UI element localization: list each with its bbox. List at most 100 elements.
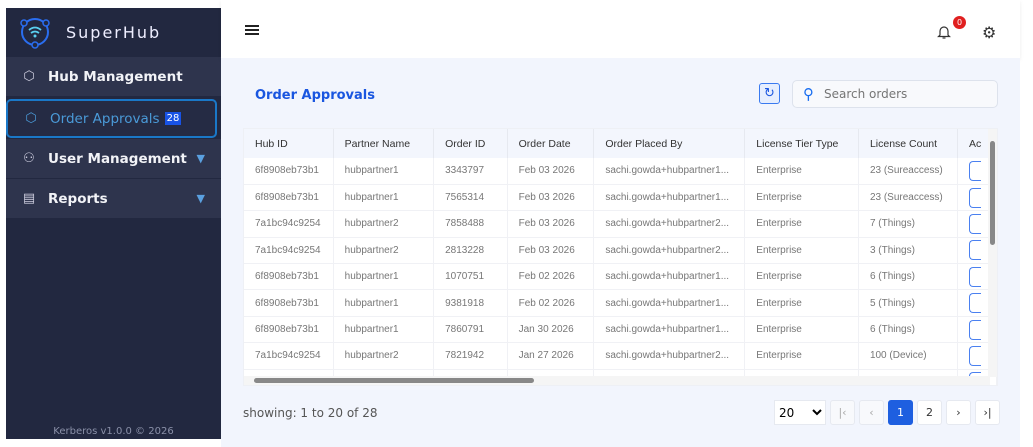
action-button[interactable]: [968, 345, 981, 366]
table-cell: 7860791: [433, 316, 508, 344]
sidebar-item-user-management[interactable]: ⚇ User Management ▼: [6, 139, 221, 178]
table-cell: sachi.gowda+hubpartner1...: [593, 289, 746, 317]
table-cell: Jan 27 2026: [507, 342, 595, 370]
table-cell: Feb 02 2026: [507, 289, 595, 317]
cube-clock-icon: ⬡: [25, 111, 37, 126]
table-cell: hubpartner1: [333, 289, 435, 317]
action-button[interactable]: [968, 266, 981, 287]
sidebar-item-label: Reports: [48, 190, 108, 207]
users-gear-icon: ⚇: [23, 151, 35, 166]
table-cell: Feb 02 2026: [507, 263, 595, 291]
table-cell: hubpartner1: [333, 184, 435, 212]
column-header[interactable]: License Count: [858, 129, 958, 158]
table-cell: Enterprise: [744, 184, 859, 212]
table-cell: 7a1bc94c9254: [244, 237, 334, 265]
prev-page-button[interactable]: ‹: [859, 400, 884, 425]
table-cell: 7a1bc94c9254: [244, 210, 334, 238]
table-cell: sachi.gowda+hubpartner1...: [593, 316, 746, 344]
search-box[interactable]: ⚲: [792, 80, 998, 108]
horizontal-scrollbar[interactable]: [244, 376, 990, 385]
refresh-button[interactable]: ↻: [759, 83, 780, 104]
sidebar-item-hub-management[interactable]: ⬡ Hub Management: [6, 57, 221, 96]
orders-table: Hub ID Partner Name Order ID Order Date Orde…: [244, 129, 997, 385]
table-cell: hubpartner1: [333, 316, 435, 344]
column-header[interactable]: License Tier Type: [744, 129, 859, 158]
table-cell: 6 (Things): [858, 316, 958, 344]
table-cell: sachi.gowda+hubpartner2...: [593, 342, 746, 370]
table-cell: 5 (Things): [858, 289, 958, 317]
column-header[interactable]: Order Placed By: [593, 129, 746, 158]
hamburger-menu-icon[interactable]: [245, 25, 259, 35]
next-page-button[interactable]: ›: [946, 400, 971, 425]
table-cell: sachi.gowda+hubpartner2...: [593, 210, 746, 238]
table-cell: sachi.gowda+hubpartner1...: [593, 184, 746, 212]
table-cell: Feb 03 2026: [507, 237, 595, 265]
page-button-1[interactable]: 1: [888, 400, 913, 425]
action-button[interactable]: [968, 240, 981, 261]
chevron-down-icon: ▼: [196, 152, 205, 165]
app-name: SuperHub: [66, 22, 162, 42]
table-cell: 2813228: [433, 237, 508, 265]
table-cell: hubpartner1: [333, 158, 435, 185]
table-cell: sachi.gowda+hubpartner1...: [593, 158, 746, 185]
table-cell: 3343797: [433, 158, 508, 185]
table-row[interactable]: 7a1bc94c9254 hubpartner2 7858488 Feb 03 202…: [244, 210, 997, 238]
refresh-icon: ↻: [764, 86, 775, 101]
wifi-hub-logo-icon: [20, 18, 50, 49]
bell-icon[interactable]: [937, 24, 951, 40]
table-row[interactable]: 6f8908eb73b1 hubpartner1 7565314 Feb 03 202…: [244, 184, 997, 212]
action-button[interactable]: [968, 213, 981, 234]
top-header: 0 ⚙: [221, 0, 1020, 58]
table-cell: Enterprise: [744, 210, 859, 238]
table-cell: 6f8908eb73b1: [244, 184, 334, 212]
table-row[interactable]: 7a1bc94c9254 hubpartner2 2813228 Feb 03 202…: [244, 237, 997, 265]
notification-badge: 0: [953, 16, 966, 29]
page-size-select[interactable]: 20: [774, 400, 826, 425]
table-cell: Enterprise: [744, 316, 859, 344]
table-cell: 7 (Things): [858, 210, 958, 238]
action-button[interactable]: [968, 293, 981, 314]
table-cell: 6f8908eb73b1: [244, 263, 334, 291]
table-row[interactable]: 6f8908eb73b1 hubpartner1 3343797 Feb 03 202…: [244, 158, 997, 185]
table-cell: 9381918: [433, 289, 508, 317]
sidebar-item-label: Hub Management: [48, 68, 183, 85]
gear-icon[interactable]: ⚙: [982, 23, 997, 42]
sidebar-item-reports[interactable]: ▤ Reports ▼: [6, 179, 221, 218]
table-cell: 1070751: [433, 263, 508, 291]
table-row[interactable]: 6f8908eb73b1 hubpartner1 9381918 Feb 02 202…: [244, 289, 997, 317]
table-cell: Enterprise: [744, 342, 859, 370]
table-cell: Feb 03 2026: [507, 158, 595, 185]
action-button[interactable]: [968, 319, 981, 340]
search-input[interactable]: [824, 87, 974, 101]
column-header[interactable]: Partner Name: [333, 129, 435, 158]
last-page-button[interactable]: ›|: [975, 400, 1000, 425]
table-cell: 7565314: [433, 184, 508, 212]
first-page-button[interactable]: |‹: [830, 400, 855, 425]
action-button[interactable]: [968, 160, 981, 181]
vertical-scrollbar[interactable]: [988, 129, 997, 377]
action-button[interactable]: [968, 187, 981, 208]
page-title: Order Approvals: [255, 88, 375, 103]
table-cell: 6f8908eb73b1: [244, 289, 334, 317]
table-cell: hubpartner1: [333, 263, 435, 291]
table-row[interactable]: 6f8908eb73b1 hubpartner1 1070751 Feb 02 202…: [244, 263, 997, 291]
table-cell: 100 (Device): [858, 342, 958, 370]
report-icon: ▤: [22, 191, 36, 206]
column-header[interactable]: Order ID: [433, 129, 508, 158]
column-header[interactable]: Hub ID: [244, 129, 334, 158]
table-cell: 3 (Things): [858, 237, 958, 265]
page-button-2[interactable]: 2: [917, 400, 942, 425]
table-cell: 7821942: [433, 342, 508, 370]
sidebar-item-order-approvals[interactable]: ⬡ Order Approvals 28: [6, 99, 217, 138]
table-cell: 7a1bc94c9254: [244, 342, 334, 370]
table-cell: hubpartner2: [333, 342, 435, 370]
table-row[interactable]: 7a1bc94c9254 hubpartner2 7821942 Jan 27 202…: [244, 342, 997, 370]
table-row[interactable]: 6f8908eb73b1 hubpartner1 7860791 Jan 30 202…: [244, 316, 997, 344]
table-cell: Feb 03 2026: [507, 210, 595, 238]
table-cell: hubpartner2: [333, 237, 435, 265]
search-icon: ⚲: [803, 85, 814, 103]
column-header[interactable]: Order Date: [507, 129, 595, 158]
table-cell: 7858488: [433, 210, 508, 238]
table-cell: 6f8908eb73b1: [244, 158, 334, 185]
